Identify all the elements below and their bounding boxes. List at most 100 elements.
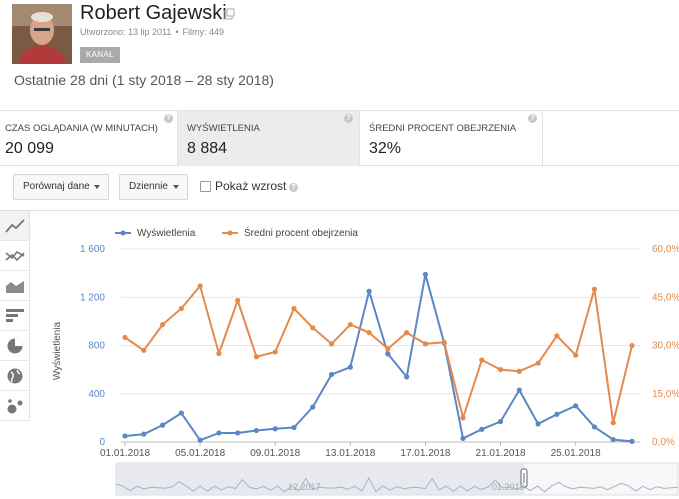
y-right-tick-label: 15,0% [652,389,679,400]
video-count: Filmy: 449 [182,27,225,37]
y-left-tick-label: 1 200 [80,292,105,303]
views-data-point [328,371,335,378]
percent-data-point [441,339,447,345]
chart-type-bubble[interactable] [0,391,30,421]
legend-label: Wyświetlenia [137,228,196,239]
views-data-point [197,437,203,443]
area-chart-icon [6,281,24,293]
views-data-point [460,435,466,441]
series-layer [122,271,635,444]
help-icon[interactable]: ? [344,114,353,123]
percent-data-point [422,341,429,347]
chart-type-area[interactable] [0,271,30,301]
channel-badge: KANAŁ [80,47,120,63]
chart-canvas: 0 0,0% 400 15,0% 800 30,0% 1 200 45,0% 1 600 60,0… [52,226,679,496]
globe-map-icon [7,368,23,384]
x-tick-label: 17.01.2018 [400,448,450,459]
grid-lines [121,248,640,446]
metric-tab-avg-percent[interactable]: ŚREDNI PROCENT OBEJRZENIA 32% ? [360,111,543,166]
metric-tabs: CZAS OGLĄDANIA (W MINUTACH) 20 099 ? WYŚ… [0,110,679,166]
y-right-tick-label: 60,0% [652,244,679,255]
help-icon[interactable]: ? [528,114,537,123]
x-tick-label: 01.01.2018 [100,448,150,459]
percent-data-point [497,367,504,373]
legend-marker [227,230,233,236]
chart-type-map[interactable] [0,361,30,391]
percent-data-point [573,352,579,358]
avatar[interactable] [12,4,72,64]
views-data-point [291,424,297,431]
external-link-icon[interactable] [223,8,235,20]
views-data-point [178,410,184,416]
chart-type-rail [0,211,30,499]
y-right-tick-label: 30,0% [652,341,679,352]
help-icon[interactable]: ? [164,114,173,123]
views-data-point [535,421,541,427]
views-data-point [385,351,391,357]
line-chart-icon [5,219,25,233]
metric-value: 8 884 [187,140,228,157]
percent-series-line [124,285,633,424]
navigator-sparkline [115,476,679,493]
percent-data-point [629,342,635,349]
percent-data-point [197,283,203,289]
y-right-tick-label: 45,0% [652,292,679,303]
percent-data-point [122,334,128,341]
views-data-point [591,424,598,430]
channel-meta: Utworzono: 13 lip 2011 • Filmy: 449 [80,27,224,37]
compare-dropdown[interactable]: Porównaj dane [13,174,109,200]
metric-label: CZAS OGLĄDANIA (W MINUTACH) [5,123,158,134]
avatar-image [12,4,72,64]
navigator-label: 12.2017 [288,482,321,492]
y-left-tick-label: 1 600 [80,244,105,255]
percent-data-point [178,305,184,312]
percent-data-point [328,341,335,347]
percent-data-point [479,357,485,363]
chart-type-multiline[interactable] [0,241,30,271]
views-data-point [629,438,635,444]
navigator-label: 01.2018 [492,482,525,492]
y-left-tick-label: 800 [88,341,105,352]
views-data-point [479,426,485,432]
views-data-point [235,430,241,436]
show-growth-checkbox[interactable] [200,181,211,192]
y-axis-title: Wyświetlenia [52,321,63,380]
bar-chart-icon [6,309,24,322]
divider [0,210,679,211]
chart-type-bar[interactable] [0,301,30,331]
multi-line-chart-icon [5,250,25,262]
percent-data-point [159,321,166,328]
date-range-label: Ostatnie 28 dni (1 sty 2018 – 28 sty 201… [14,72,274,88]
created-date: Utworzono: 13 lip 2011 [80,27,172,37]
channel-name[interactable]: Robert Gajewski [80,2,227,24]
percent-data-point [404,330,410,336]
percent-data-point [216,350,222,357]
views-data-point [610,436,616,443]
metric-tab-views[interactable]: WYŚWIETLENIA 8 884 ? [178,111,360,166]
metric-value: 20 099 [5,140,54,157]
y-left-tick-label: 0 [99,437,105,448]
legend: Wyświetlenia Średni procent obejrzenia [115,226,358,239]
views-data-point [516,387,522,393]
help-icon[interactable]: ? [289,183,298,192]
views-data-point [347,364,353,370]
percent-data-point [141,347,147,353]
x-tick-label: 13.01.2018 [325,448,375,459]
show-growth-label[interactable]: Pokaż wzrost [215,179,287,193]
percent-data-point [347,321,353,328]
interval-dropdown[interactable]: Dziennie [119,174,188,200]
views-data-point [310,404,316,410]
pie-chart-icon [7,338,23,354]
x-tick-label: 21.01.2018 [476,448,526,459]
chart-type-pie[interactable] [0,331,30,361]
chart-type-line[interactable] [0,211,30,241]
legend-marker [120,230,126,236]
range-navigator[interactable]: 12.2017 01.2018 [115,462,679,496]
interval-label: Dziennie [129,181,168,192]
metric-tab-watch-time[interactable]: CZAS OGLĄDANIA (W MINUTACH) 20 099 ? [0,111,178,166]
y-left-tick-label: 400 [88,389,105,400]
percent-data-point [310,325,316,331]
chevron-down-icon [94,185,100,189]
views-chart: 0 0,0% 400 15,0% 800 30,0% 1 200 45,0% 1 600 60,0… [30,211,679,499]
chevron-down-icon [173,185,179,189]
